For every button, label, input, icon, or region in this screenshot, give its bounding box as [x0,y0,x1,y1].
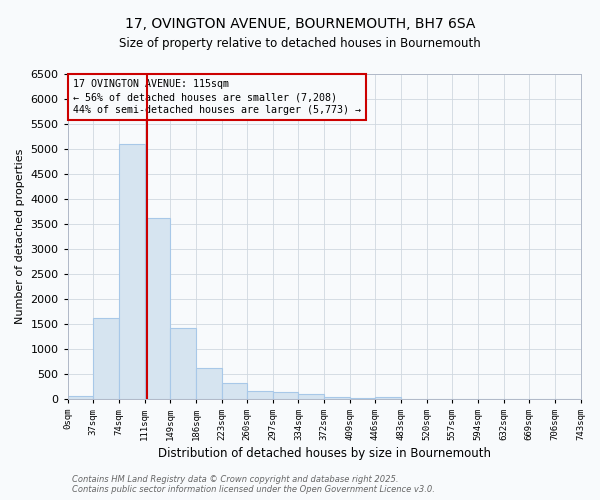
Text: Size of property relative to detached houses in Bournemouth: Size of property relative to detached ho… [119,38,481,51]
Bar [145,218,170,399]
Y-axis label: Number of detached properties: Number of detached properties [15,148,25,324]
Bar [94,318,119,399]
Bar [119,144,145,399]
Text: 17, OVINGTON AVENUE, BOURNEMOUTH, BH7 6SA: 17, OVINGTON AVENUE, BOURNEMOUTH, BH7 6S… [125,18,475,32]
Bar [196,368,221,399]
Text: 17 OVINGTON AVENUE: 115sqm
← 56% of detached houses are smaller (7,208)
44% of s: 17 OVINGTON AVENUE: 115sqm ← 56% of deta… [73,79,361,116]
Bar [298,394,324,399]
Bar [68,396,94,399]
Bar [247,391,273,399]
Text: Contains public sector information licensed under the Open Government Licence v3: Contains public sector information licen… [72,485,435,494]
Bar [221,384,247,399]
Bar [324,397,350,399]
X-axis label: Distribution of detached houses by size in Bournemouth: Distribution of detached houses by size … [158,447,491,460]
Text: Contains HM Land Registry data © Crown copyright and database right 2025.: Contains HM Land Registry data © Crown c… [72,475,398,484]
Bar [273,392,298,399]
Bar [376,396,401,399]
Bar [170,328,196,399]
Bar [350,398,376,399]
